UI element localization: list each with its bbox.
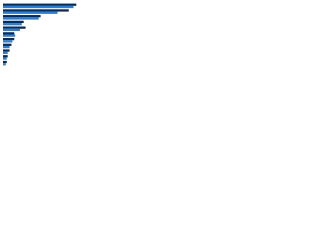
bar [3,26,26,29]
bar [3,57,7,60]
chart [0,0,100,71]
bar [3,37,15,41]
bar [3,15,41,18]
bar [3,5,74,9]
bar [3,11,58,14]
bar [3,28,20,32]
bar [3,60,7,64]
bar [3,23,22,26]
bar [3,43,12,46]
bar [3,45,10,49]
bar [3,49,10,52]
bar [3,63,6,66]
bar [3,20,24,24]
bar [3,40,13,43]
bar [3,34,16,37]
bar [3,3,77,6]
bar [3,51,8,54]
bar [3,9,69,12]
bar [3,55,8,58]
bar [3,32,15,35]
bar [3,17,39,20]
